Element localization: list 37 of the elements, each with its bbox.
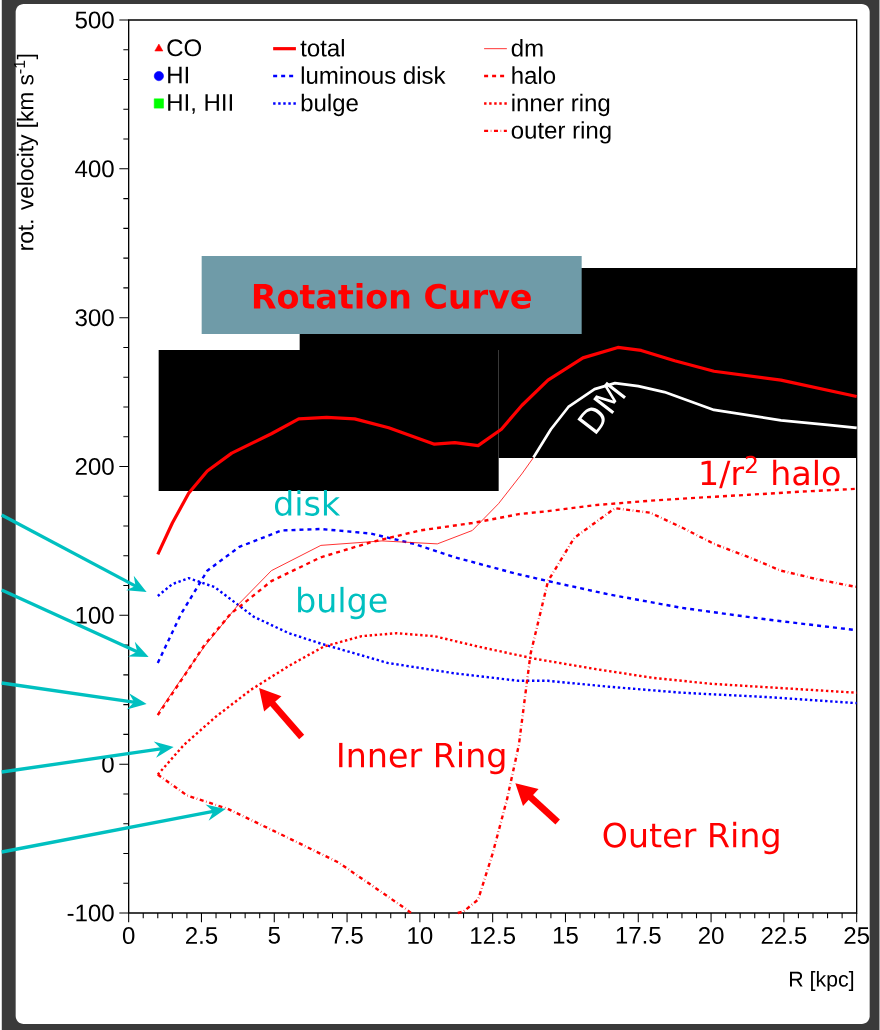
y-tick-label: 400	[75, 160, 114, 178]
x-tick-label: 5	[268, 927, 281, 944]
annotation: disk	[275, 490, 341, 516]
annotation: bulge	[298, 586, 387, 620]
legend-label: halo	[512, 66, 556, 84]
legend-label: outer ring	[511, 121, 611, 144]
y-tick-label: -100	[67, 904, 114, 922]
legend-label: bulge	[301, 93, 358, 117]
legend-label: CO	[167, 39, 202, 57]
annotation: DM	[577, 381, 627, 435]
x-tick-label: 0	[123, 927, 135, 945]
x-tick-label: 15	[554, 927, 578, 944]
x-tick-label: 17.5	[616, 927, 661, 944]
y-tick-label: 200	[75, 457, 114, 475]
y-tick-label: 500	[75, 11, 114, 29]
x-tick-label: 2.5	[186, 927, 218, 945]
annotation: Inner Ring	[339, 741, 505, 775]
x-tick-label: 25	[844, 927, 870, 945]
legend-label: dm	[511, 38, 543, 57]
y-tick-label: 100	[76, 606, 114, 624]
legend-label: total	[300, 38, 345, 57]
legend-label: HI	[168, 66, 189, 84]
legend-label: inner ring	[512, 93, 610, 117]
x-tick-label: 12.5	[471, 927, 516, 945]
x-tick-label: 10	[408, 927, 433, 945]
annotation: Outer Ring	[603, 821, 779, 855]
x-tick-label: 20	[699, 927, 724, 945]
annotation: 1/r$^{2}$ halo	[701, 455, 840, 489]
legend-label: HI, HII	[168, 94, 233, 114]
x-axis-title: R [kpc]	[790, 971, 854, 991]
legend-label: luminous disk	[301, 66, 446, 84]
annotation: Rotation Curve	[254, 283, 532, 309]
y-axis-title: rot. velocity [km s$^{-1}$]	[14, 54, 39, 250]
y-tick-label: 300	[75, 309, 114, 327]
line-series	[156, 345, 859, 556]
x-tick-label: 22.5	[761, 927, 807, 945]
x-tick-label: 7.5	[331, 927, 363, 944]
